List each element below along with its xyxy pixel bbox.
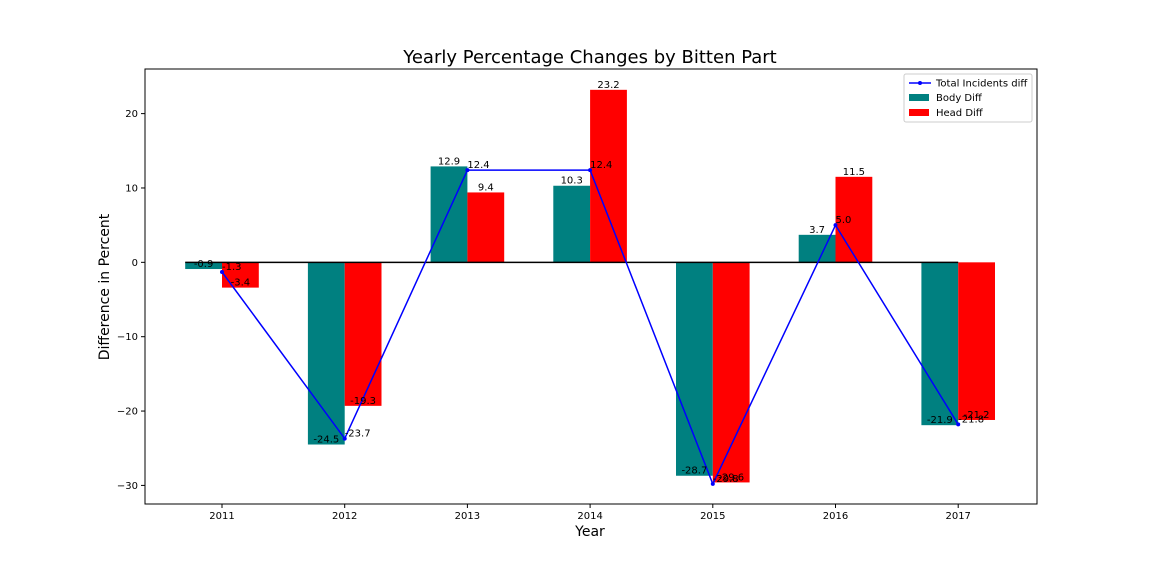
bar-label-body-diff-2011: -0.9 — [194, 259, 214, 270]
bar-label-body-diff-2017: -21.9 — [927, 415, 953, 426]
bar-label-head-diff-2012: -19.3 — [350, 396, 376, 407]
x-tick-label-2015: 2015 — [700, 511, 725, 522]
line-point-2014 — [588, 168, 593, 173]
bar-label-head-diff-2015: -29.6 — [718, 472, 744, 483]
bar-label-head-diff-2013: 9.4 — [478, 182, 494, 193]
x-tick-label-2016: 2016 — [823, 511, 848, 522]
line-point-2015 — [710, 481, 715, 486]
chart-title: Yearly Percentage Changes by Bitten Part — [402, 47, 776, 68]
x-tick-label-2017: 2017 — [945, 511, 970, 522]
x-tick-label-2012: 2012 — [332, 511, 357, 522]
bar-body-diff-2014 — [553, 185, 591, 263]
bar-body-diff-2016 — [798, 234, 836, 263]
bar-label-body-diff-2013: 12.9 — [438, 156, 460, 167]
bars-layer — [185, 89, 995, 483]
y-axis-label: Difference in Percent — [97, 213, 113, 360]
labels-layer: -0.9 -24.5 12.9 10.3 -28.7 3.7 -21.9 -3.4 -19.3 9… — [194, 80, 990, 485]
bar-head-diff-2017 — [958, 262, 995, 420]
line-point-2011 — [220, 270, 224, 274]
bar-head-diff-2011 — [222, 262, 259, 288]
legend-label-body: Body Diff — [936, 93, 983, 104]
bar-label-body-diff-2015: -28.7 — [681, 466, 707, 477]
bar-label-head-diff-2017: -21.2 — [964, 410, 990, 421]
y-tick-label-20: 20 — [125, 109, 138, 120]
legend-box — [903, 73, 1033, 123]
line-layer — [220, 168, 961, 486]
y-tick-label--10: −10 — [117, 332, 138, 343]
bar-label-head-diff-2014: 23.2 — [597, 80, 619, 91]
bar-label-head-diff-2016: 11.5 — [843, 167, 865, 178]
legend-swatch-body — [909, 94, 929, 101]
line-point-2012 — [342, 436, 347, 441]
bar-label-head-diff-2011: -3.4 — [231, 278, 251, 289]
line-label-2017: -21.8 — [958, 414, 984, 425]
y-tick-label--20: −20 — [117, 407, 138, 418]
legend-line-marker — [918, 81, 922, 85]
y-tick-label-0: 0 — [132, 258, 138, 269]
legend-swatch-head — [909, 109, 929, 116]
bar-body-diff-2017 — [921, 262, 959, 426]
x-tick-label-2011: 2011 — [209, 511, 234, 522]
bar-head-diff-2015 — [712, 262, 750, 483]
y-tick-label-10: 10 — [125, 183, 138, 194]
line-point-2016 — [833, 223, 838, 228]
line-label-2013: 12.4 — [467, 160, 489, 171]
line-label-2014: 12.4 — [590, 160, 612, 171]
bar-label-body-diff-2014: 10.3 — [561, 176, 583, 187]
x-tick-label-2013: 2013 — [455, 511, 480, 522]
line-label-2015: -29.8 — [713, 474, 739, 485]
line-label-2016: 5.0 — [836, 215, 852, 226]
bar-label-body-diff-2012: -24.5 — [313, 435, 339, 446]
x-axis: 2011 2012 2013 2014 2015 2016 2017 — [209, 504, 971, 522]
bar-head-diff-2014 — [590, 89, 627, 263]
bar-head-diff-2013 — [467, 192, 505, 263]
line-label-2012: -23.7 — [345, 429, 371, 440]
legend-label-head: Head Diff — [936, 108, 984, 119]
legend-label-total: Total Incidents diff — [935, 79, 1028, 90]
line-point-2013 — [465, 168, 470, 173]
plot-frame — [144, 68, 1038, 505]
x-axis-label: Year — [574, 524, 605, 540]
bar-body-diff-2011 — [185, 262, 222, 270]
y-axis: −30 −20 −10 0 10 20 — [117, 109, 145, 492]
bar-head-diff-2012 — [344, 262, 382, 406]
x-tick-label-2014: 2014 — [577, 511, 602, 522]
bar-label-body-diff-2016: 3.7 — [809, 225, 825, 236]
line-point-2017 — [956, 422, 961, 427]
line-label-2011: -1.3 — [222, 262, 242, 273]
bar-body-diff-2015 — [676, 262, 713, 476]
y-tick-label--30: −30 — [117, 481, 138, 492]
bar-head-diff-2016 — [835, 176, 873, 263]
legend: Total Incidents diff Body Diff Head Diff — [903, 73, 1033, 123]
bar-body-diff-2012 — [307, 262, 345, 445]
